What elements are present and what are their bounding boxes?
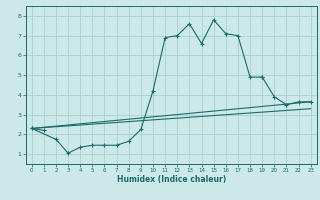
X-axis label: Humidex (Indice chaleur): Humidex (Indice chaleur) [116,175,226,184]
